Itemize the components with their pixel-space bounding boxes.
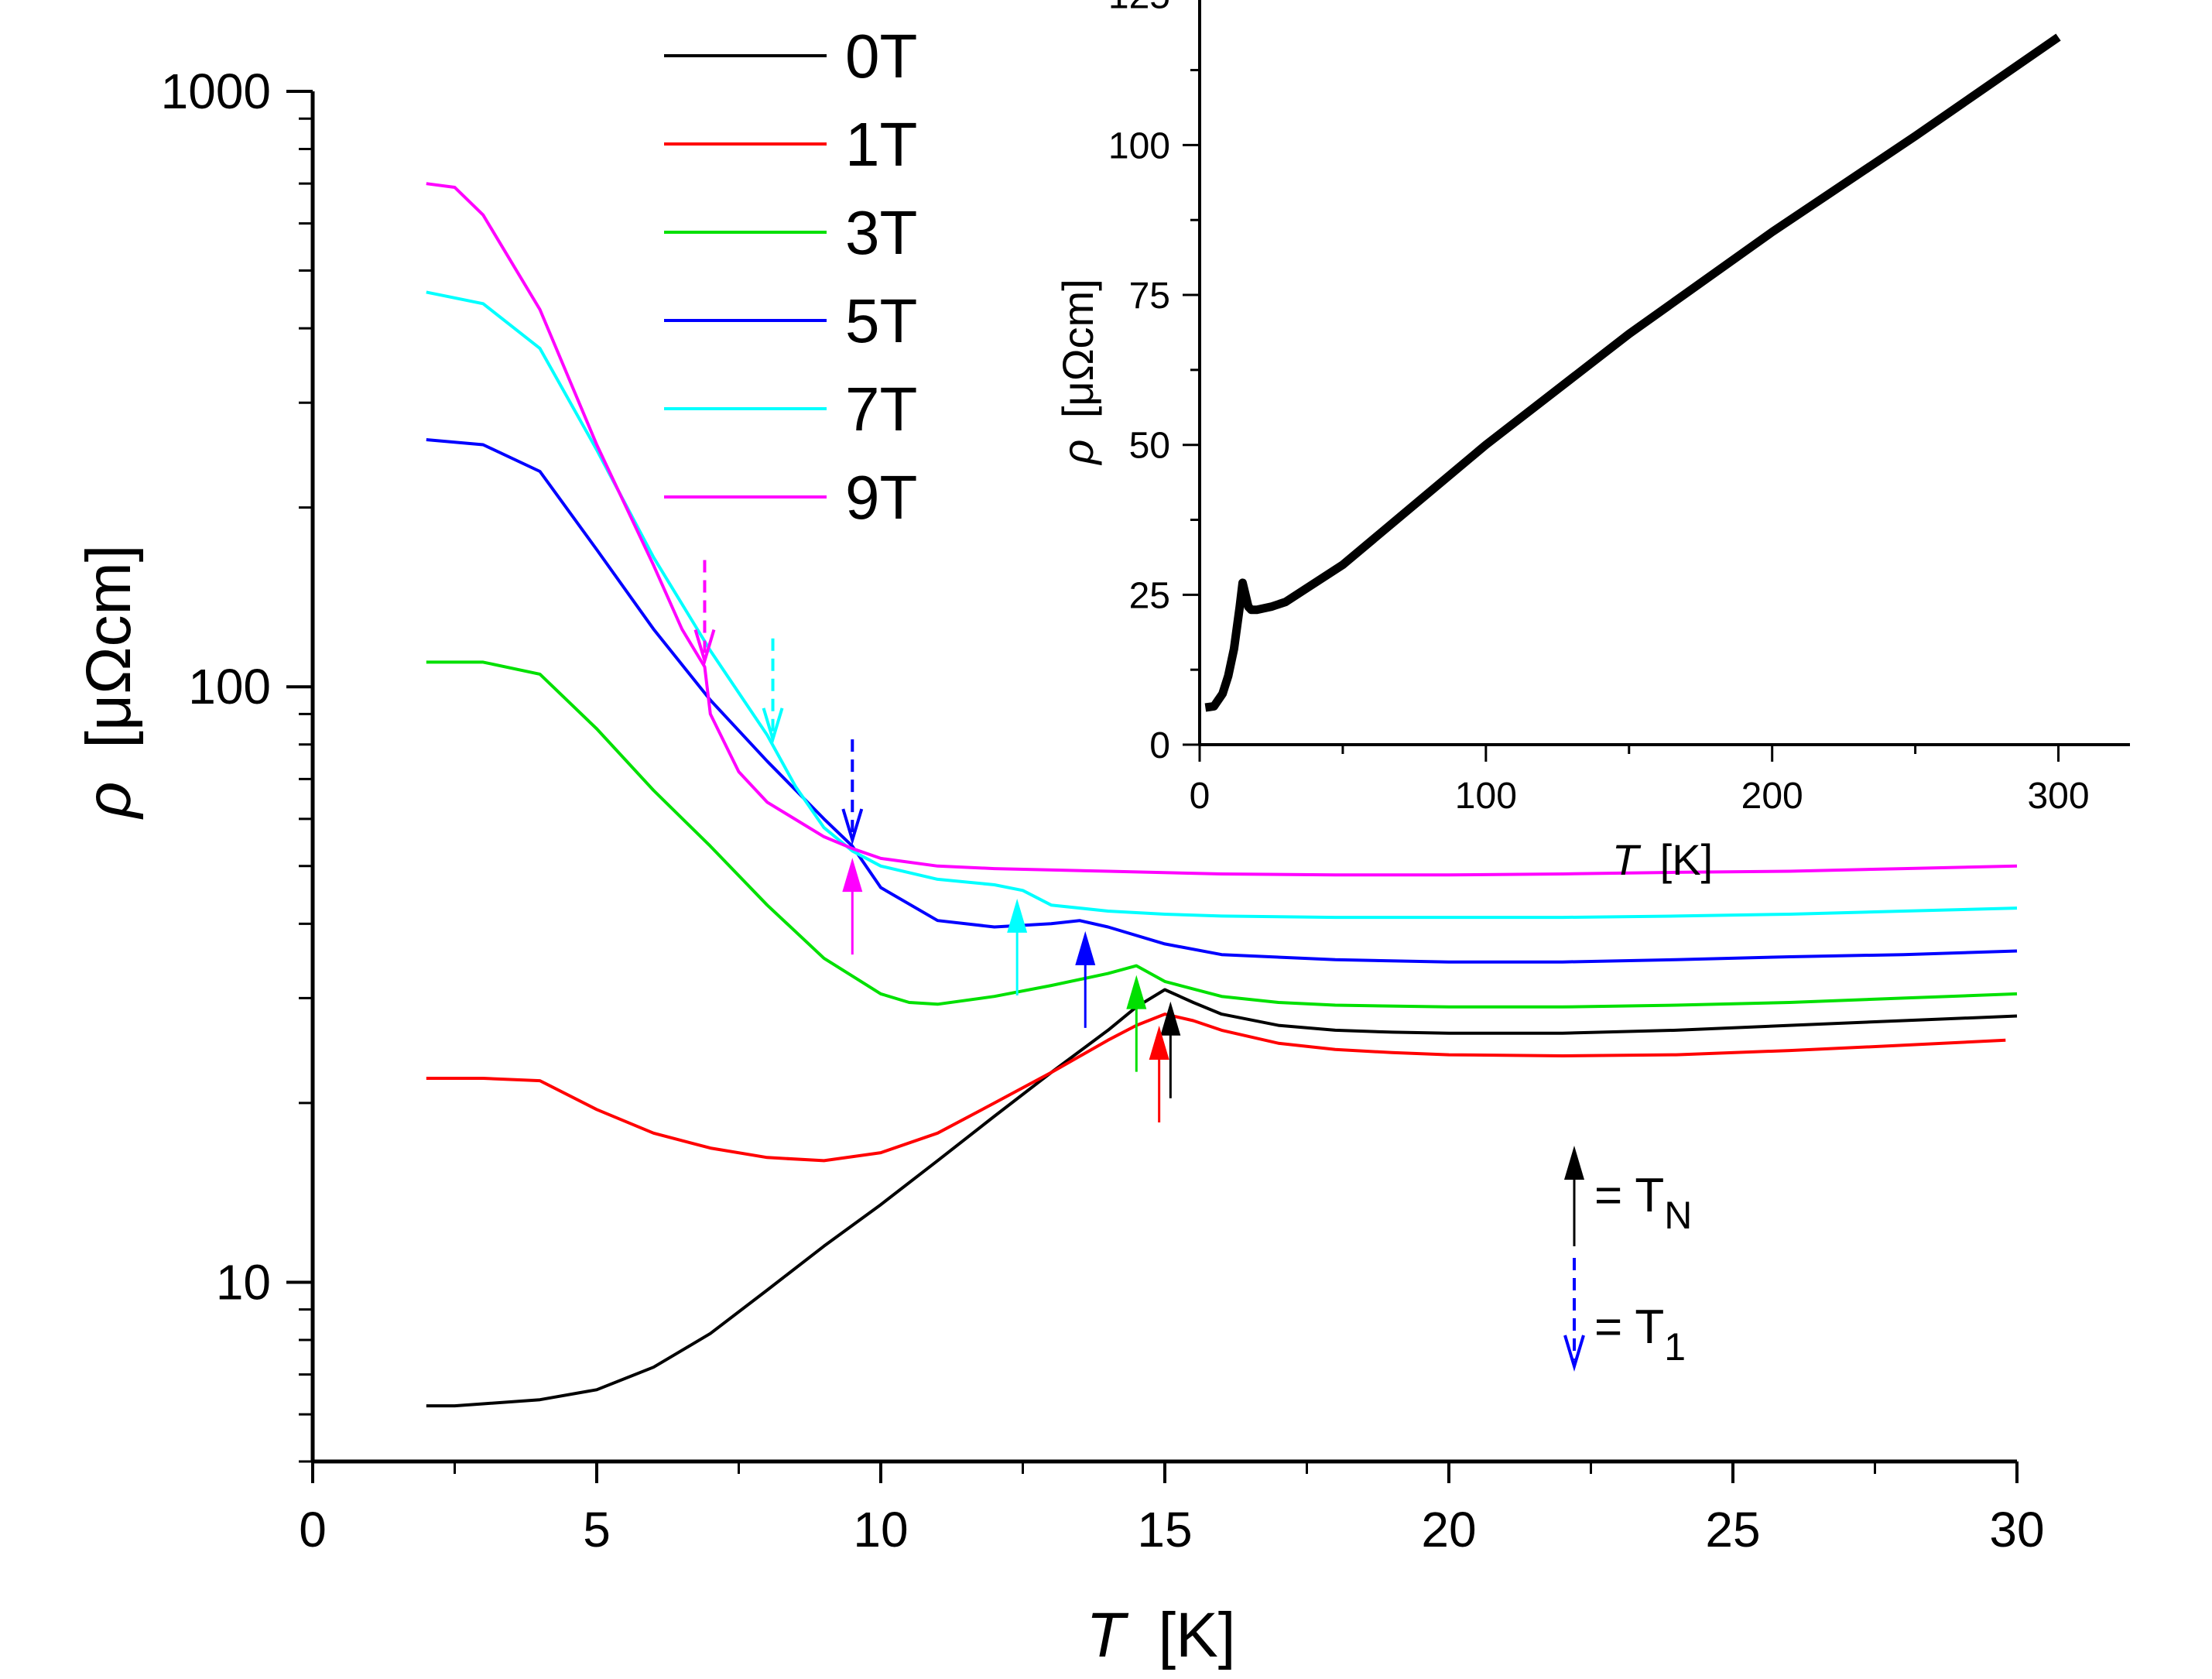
tn-arrow-5T-head <box>1075 930 1096 965</box>
main-markers <box>693 560 1181 1123</box>
series-line-9T <box>426 182 2018 877</box>
tn-arrow-7T-head <box>1007 898 1028 933</box>
legend-entry-9T: 9T <box>664 463 917 532</box>
t1-label-sub: 1 <box>1664 1325 1686 1369</box>
main-y-tick-label: 100 <box>188 659 271 714</box>
series-line-7T <box>426 290 2018 920</box>
legend-entry-3T: 3T <box>664 198 917 267</box>
main-x-tick-label: 20 <box>1421 1502 1476 1557</box>
legend-label-9T: 9T <box>845 463 917 532</box>
inset-y-axis-symbol: ρ <box>1053 440 1102 466</box>
series-line-0T <box>426 988 2018 1408</box>
main-y-axis-symbol: ρ <box>74 782 144 820</box>
inset-plot: 0 100 200 300 0 25 50 75 100 125 T [K] ρ [μΩcm] <box>1053 0 2144 884</box>
tn-arrow-1T <box>1149 1026 1169 1123</box>
main-x-tick-label: 30 <box>1989 1502 2044 1557</box>
inset-series-line-0 <box>1204 33 2061 712</box>
t1-label-main: = T <box>1594 1300 1664 1354</box>
inset-x-axis-symbol: T <box>1612 835 1642 884</box>
t1-arrow-7T <box>762 638 784 745</box>
legend: 0T 1T 3T 5T 7T 9T <box>664 22 917 532</box>
legend-label-0T: 0T <box>845 22 917 91</box>
tn-arrow-9T <box>842 858 863 955</box>
tn-label-sub: N <box>1664 1194 1692 1237</box>
t1-key-arrow <box>1563 1258 1585 1372</box>
tn-arrow-7T <box>1007 898 1028 995</box>
t1-arrow-5T-head <box>841 808 864 846</box>
inset-y-tick-label: 75 <box>1129 276 1170 317</box>
legend-label-3T: 3T <box>845 198 917 267</box>
tn-label-main: = T <box>1594 1169 1664 1222</box>
legend-label-7T: 7T <box>845 375 917 444</box>
t1-arrow-9T <box>693 560 716 666</box>
t1-arrow-9T-head <box>693 629 716 666</box>
tn-arrow-0T-head <box>1160 1001 1181 1036</box>
main-y-axis-unit: [μΩcm] <box>74 544 144 748</box>
inset-x-axis-title: T [K] <box>1612 835 1713 884</box>
inset-axes <box>1198 0 2130 746</box>
tn-arrow-1T-head <box>1149 1026 1169 1061</box>
legend-entry-5T: 5T <box>664 286 917 355</box>
inset-y-tick-label: 0 <box>1149 725 1170 766</box>
main-x-tick-label: 10 <box>853 1502 908 1557</box>
main-y-tick-label: 1000 <box>161 63 271 119</box>
legend-label-1T: 1T <box>845 110 917 179</box>
legend-label-5T: 5T <box>845 286 917 355</box>
tn-key-arrow-head <box>1564 1146 1584 1180</box>
inset-y-tick-label: 125 <box>1108 0 1170 17</box>
inset-background <box>1138 0 2144 766</box>
inset-x-tick-label: 0 <box>1190 776 1210 817</box>
tn-label: = TN <box>1594 1169 1692 1237</box>
tn-key-arrow <box>1564 1146 1584 1246</box>
legend-entry-0T: 0T <box>664 22 917 91</box>
main-x-tick-label: 25 <box>1705 1502 1760 1557</box>
inset-x-axis-unit: [K] <box>1660 835 1713 884</box>
inset-y-tick-label: 25 <box>1129 575 1170 616</box>
inset-y-axis-title: ρ [μΩcm] <box>1053 279 1102 466</box>
tn-arrow-key <box>1564 1146 1584 1246</box>
inset-ticks: 0 100 200 300 0 25 50 75 100 125 <box>1108 0 2090 817</box>
inset-y-tick-label: 50 <box>1129 426 1170 467</box>
inset-series <box>1204 33 2061 712</box>
arrow-legend: = TN = T1 <box>1563 1146 1692 1372</box>
tn-arrow-3T-head <box>1126 975 1147 1009</box>
inset-y-tick-label: 100 <box>1108 125 1170 166</box>
t1-arrow-7T-head <box>762 708 784 745</box>
main-x-tick-label: 0 <box>299 1502 327 1557</box>
t1-arrow-key <box>1563 1258 1585 1372</box>
main-x-tick-label: 15 <box>1137 1502 1192 1557</box>
inset-x-tick-label: 300 <box>2027 776 2089 817</box>
series-line-3T <box>426 660 2018 1009</box>
main-x-axis-symbol: T <box>1086 1600 1128 1670</box>
tn-arrow-5T <box>1075 930 1096 1028</box>
inset-x-tick-label: 200 <box>1741 776 1803 817</box>
inset-y-axis-unit: [μΩcm] <box>1053 279 1102 418</box>
inset-x-tick-label: 100 <box>1455 776 1517 817</box>
t1-label: = T1 <box>1594 1300 1686 1369</box>
series-line-1T <box>426 1013 2006 1163</box>
tn-arrow-3T <box>1126 975 1147 1072</box>
tn-arrow-0T <box>1160 1001 1181 1098</box>
tn-arrow-9T-head <box>842 858 863 893</box>
main-x-axis-unit: [K] <box>1158 1600 1235 1670</box>
t1-key-arrow-head <box>1563 1335 1585 1372</box>
main-x-tick-label: 5 <box>583 1502 611 1557</box>
main-y-tick-label: 10 <box>216 1254 271 1310</box>
legend-entry-7T: 7T <box>664 375 917 444</box>
main-y-axis-title: ρ [μΩcm] <box>74 544 144 819</box>
t1-arrow-5T <box>841 739 864 846</box>
main-x-axis-title: T [K] <box>1086 1600 1235 1670</box>
legend-entry-1T: 1T <box>664 110 917 179</box>
